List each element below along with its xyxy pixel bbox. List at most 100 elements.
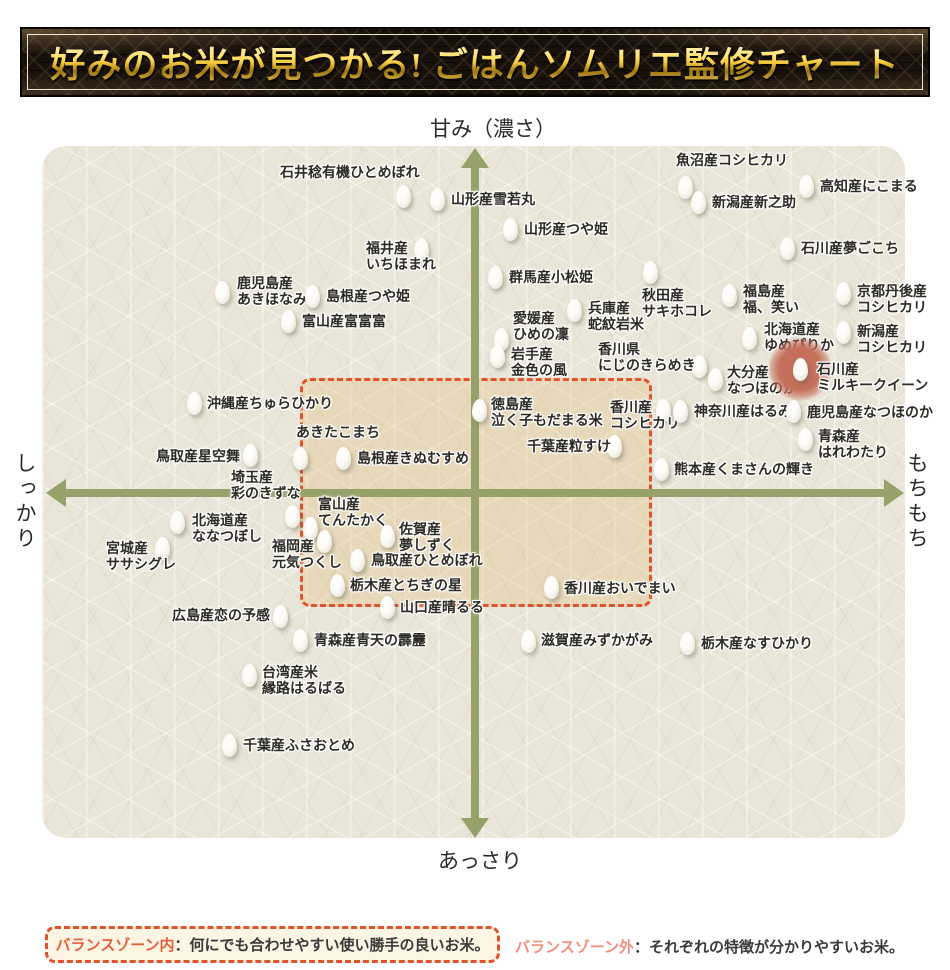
rice-grain-icon bbox=[273, 605, 288, 628]
rice-variety-label: 群馬産小松姫 bbox=[509, 269, 593, 285]
rice-variety-label: 福岡産 元気つくし bbox=[272, 538, 342, 570]
legend-outside-accent: バランスゾーン外 bbox=[515, 939, 634, 956]
rice-variety-label: 北海道産 ななつぼし bbox=[192, 512, 262, 544]
rice-grain-icon bbox=[336, 447, 351, 470]
axis-label-top: 甘み（濃さ） bbox=[430, 117, 556, 141]
rice-grain-icon bbox=[503, 218, 518, 241]
rice-grain-icon bbox=[836, 321, 851, 344]
rice-grain-icon bbox=[793, 358, 808, 381]
rice-grain-icon bbox=[780, 237, 795, 260]
rice-variety-label: 神奈川産はるみ bbox=[694, 403, 792, 419]
rice-variety-label: 滋賀産みずかがみ bbox=[541, 632, 653, 648]
rice-variety-label: 徳島産 泣く子もだまる米 bbox=[491, 396, 603, 428]
rice-grain-icon bbox=[678, 176, 693, 199]
rice-variety-label: 福井産 いちほまれ bbox=[366, 240, 436, 272]
horizontal-axis bbox=[64, 489, 888, 497]
rice-grain-icon bbox=[798, 428, 813, 451]
rice-grain-icon bbox=[656, 399, 671, 422]
rice-variety-label: 台湾産米 縁路はるばる bbox=[262, 664, 346, 696]
axis-arrow-left-icon bbox=[46, 479, 66, 507]
axis-arrow-down-icon bbox=[461, 818, 489, 838]
page-title: 好みのお米が見つかる! ごはんソムリエ監修チャート bbox=[50, 37, 899, 88]
rice-variety-label: 千葉産ふさおとめ bbox=[243, 737, 355, 753]
rice-grain-icon bbox=[170, 511, 185, 534]
rice-grain-icon bbox=[155, 537, 170, 560]
rice-variety-label: 石井稔有機ひとめぼれ bbox=[280, 164, 420, 180]
rice-grain-icon bbox=[799, 175, 814, 198]
rice-variety-label: 熊本産くまさんの輝き bbox=[674, 461, 814, 477]
rice-grain-icon bbox=[396, 185, 411, 208]
rice-grain-icon bbox=[691, 191, 706, 214]
rice-grain-icon bbox=[742, 327, 757, 350]
axis-label-left: しっかり bbox=[13, 452, 37, 552]
rice-grain-icon bbox=[430, 188, 445, 211]
rice-variety-label: 京都丹後産 コシヒカリ bbox=[857, 283, 927, 315]
rice-grain-icon bbox=[643, 261, 658, 284]
rice-variety-label: 香川産おいでまい bbox=[564, 580, 676, 596]
rice-variety-label: 高知産にこまる bbox=[820, 178, 918, 194]
legend-inside-accent: バランスゾーン内 bbox=[55, 937, 175, 954]
rice-variety-label: 青森産 はれわたり bbox=[818, 428, 888, 460]
rice-grain-icon bbox=[330, 574, 345, 597]
rice-grain-icon bbox=[607, 435, 622, 458]
legend-inside-text: ：何にでも合わせやすい使い勝手の良いお米。 bbox=[174, 937, 490, 954]
rice-variety-label: 新潟産 コシヒカリ bbox=[857, 323, 927, 355]
rice-grain-icon bbox=[836, 282, 851, 305]
rice-grain-icon bbox=[187, 392, 202, 415]
rice-variety-label: あきたこまち bbox=[296, 424, 380, 440]
rice-variety-label: 石川産夢ごこち bbox=[801, 240, 899, 256]
rice-variety-label: 富山産 てんたかく bbox=[318, 496, 388, 528]
rice-variety-label: 山形産雪若丸 bbox=[451, 191, 535, 207]
rice-variety-label: 鳥取産ひとめぼれ bbox=[371, 552, 483, 568]
rice-variety-label: 青森産青天の霹靂 bbox=[314, 632, 426, 648]
rice-variety-label: 埼玉産 彩のきずな bbox=[231, 469, 301, 501]
rice-variety-label: 鳥取産星空舞 bbox=[156, 448, 240, 464]
rice-grain-icon bbox=[692, 355, 707, 378]
legend-inside-balance-zone: バランスゾーン内 ：何にでも合わせやすい使い勝手の良いお米。 bbox=[45, 926, 500, 963]
title-banner-inner-frame: 好みのお米が見つかる! ごはんソムリエ監修チャート bbox=[27, 34, 923, 90]
rice-grain-icon bbox=[414, 238, 429, 261]
rice-variety-label: 山形産つや姫 bbox=[524, 221, 608, 237]
rice-variety-label: 広島産恋の予感 bbox=[172, 607, 270, 623]
rice-grain-icon bbox=[317, 530, 332, 553]
rice-variety-label: 山口産晴るる bbox=[400, 599, 484, 615]
rice-grain-icon bbox=[350, 549, 365, 572]
axis-arrow-right-icon bbox=[884, 479, 904, 507]
rice-grain-icon bbox=[293, 629, 308, 652]
rice-grain-icon bbox=[305, 285, 320, 308]
rice-variety-label: 新潟産新之助 bbox=[712, 194, 796, 210]
rice-grain-icon bbox=[285, 505, 300, 528]
rice-variety-label: 福島産 福、笑い bbox=[743, 283, 799, 315]
rice-variety-label: 魚沼産コシヒカリ bbox=[676, 152, 788, 168]
rice-variety-label: 島根産つや姫 bbox=[326, 288, 410, 304]
axis-label-right: もちもち bbox=[905, 452, 929, 552]
rice-grain-icon bbox=[380, 596, 395, 619]
rice-grain-icon bbox=[567, 299, 582, 322]
rice-variety-label: 島根産きぬむすめ bbox=[357, 450, 469, 466]
rice-grain-icon bbox=[303, 517, 318, 540]
rice-variety-label: 宮城産 ササシグレ bbox=[106, 540, 176, 572]
rice-grain-icon bbox=[380, 525, 395, 548]
rice-grain-icon bbox=[654, 458, 669, 481]
rice-variety-label: 香川県 にじのきらめき bbox=[598, 341, 696, 373]
rice-grain-icon bbox=[488, 266, 503, 289]
rice-grain-icon bbox=[521, 630, 536, 653]
rice-variety-label: 鹿児島産 あきほなみ bbox=[237, 275, 307, 307]
rice-grain-icon bbox=[281, 310, 296, 333]
rice-variety-label: 香川産 コシヒカリ bbox=[610, 399, 680, 431]
rice-variety-label: 岩手産 金色の風 bbox=[511, 346, 567, 378]
rice-variety-label: 愛媛産 ひめの凜 bbox=[513, 310, 569, 342]
rice-variety-label: 佐賀産 夢しずく bbox=[399, 521, 455, 553]
rice-grain-icon bbox=[215, 281, 230, 304]
title-banner: 好みのお米が見つかる! ごはんソムリエ監修チャート bbox=[20, 27, 930, 97]
rice-grain-icon bbox=[222, 734, 237, 757]
rice-variety-label: 栃木産とちぎの星 bbox=[350, 577, 462, 593]
rice-grain-icon bbox=[293, 447, 308, 470]
rice-grain-icon bbox=[472, 399, 487, 422]
rice-grain-icon bbox=[242, 664, 257, 687]
rice-variety-label: 鹿児島産なつほのか bbox=[807, 404, 933, 420]
legend-outside-text: ：それぞれの特徴が分かりやすいお米。 bbox=[633, 939, 904, 956]
rice-grain-icon bbox=[490, 345, 505, 368]
